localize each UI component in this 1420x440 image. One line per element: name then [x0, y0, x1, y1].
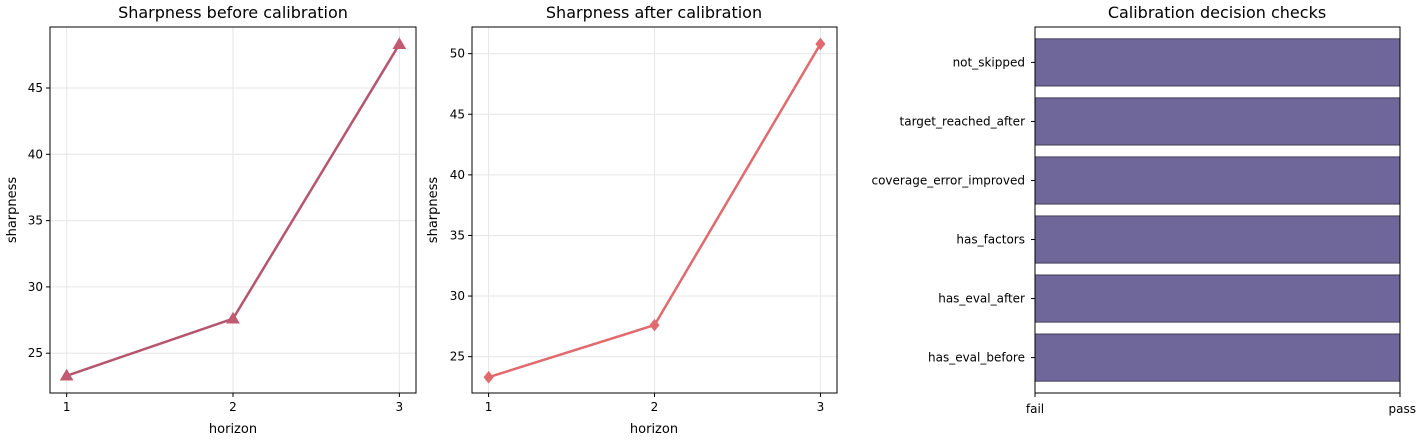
y-axis-label-after: sharpness	[426, 177, 441, 244]
check-bar	[1034, 274, 1401, 323]
category-label: coverage_error_improved	[871, 173, 1025, 187]
x-tick-label: 2	[651, 400, 659, 414]
marks-after	[483, 37, 826, 384]
grid-before	[50, 27, 416, 393]
data-point	[483, 370, 494, 384]
grid-after	[472, 27, 837, 393]
check-bar	[1034, 97, 1401, 146]
y-tick-label: 40	[450, 168, 465, 182]
data-point	[649, 318, 660, 332]
data-point	[815, 37, 826, 51]
x-tick-label: 2	[229, 400, 237, 414]
check-bar	[1034, 156, 1401, 205]
x-tick-label: 1	[485, 400, 493, 414]
data-point	[392, 37, 407, 49]
y-tick-label: 40	[28, 147, 43, 161]
chart-title-before: Sharpness before calibration	[118, 3, 348, 22]
y-tick-label: 35	[450, 228, 465, 242]
y-tick-label: 30	[450, 289, 465, 303]
y-tick-label: 45	[450, 107, 465, 121]
check-bar	[1034, 333, 1401, 382]
y-tick-label: 25	[28, 346, 43, 360]
y-tick-label: 25	[450, 350, 465, 364]
chart-title-checks: Calibration decision checks	[1108, 3, 1326, 22]
category-label: has_eval_after	[938, 292, 1025, 306]
bars-checks	[1034, 38, 1401, 382]
chart-title-after: Sharpness after calibration	[546, 3, 762, 22]
y-tick-label: 50	[450, 47, 465, 61]
y-axis-label-before: sharpness	[5, 177, 20, 244]
ticks-checks: has_eval_before has_eval_after has_factors…	[871, 55, 1416, 416]
x-tick-label: pass	[1389, 402, 1416, 416]
category-label: not_skipped	[953, 55, 1025, 69]
x-tick-label: fail	[1026, 402, 1044, 416]
data-point	[226, 311, 240, 324]
ticks-before: 1 2 3 25 30 35 40 45	[28, 81, 403, 414]
x-axis-label-before: horizon	[209, 422, 257, 437]
x-tick-label: 3	[817, 400, 825, 414]
y-tick-label: 30	[28, 280, 43, 294]
y-tick-label: 45	[28, 81, 43, 95]
category-label: has_eval_before	[928, 351, 1025, 365]
x-tick-label: 3	[396, 400, 404, 414]
after-calibration-chart: Sharpness after calibration 1 2 3 25 30 35 40 4…	[426, 3, 838, 437]
decision-checks-chart: Calibration decision checks has_eval_bef…	[871, 3, 1416, 416]
data-point	[59, 368, 74, 381]
category-label: target_reached_after	[900, 114, 1026, 128]
x-tick-label: 1	[63, 400, 71, 414]
ticks-after: 1 2 3 25 30 35 40 45 50	[450, 47, 825, 414]
category-label: has_factors	[956, 233, 1025, 247]
check-bar	[1034, 38, 1401, 87]
plot-frame-checks	[1034, 26, 1401, 394]
x-axis-label-after: horizon	[630, 422, 678, 437]
check-bar	[1034, 215, 1401, 264]
marks-before	[59, 37, 407, 381]
y-tick-label: 35	[28, 214, 43, 228]
before-calibration-chart: Sharpness before calibration 1 2 3 25 30 35 40…	[5, 3, 417, 437]
